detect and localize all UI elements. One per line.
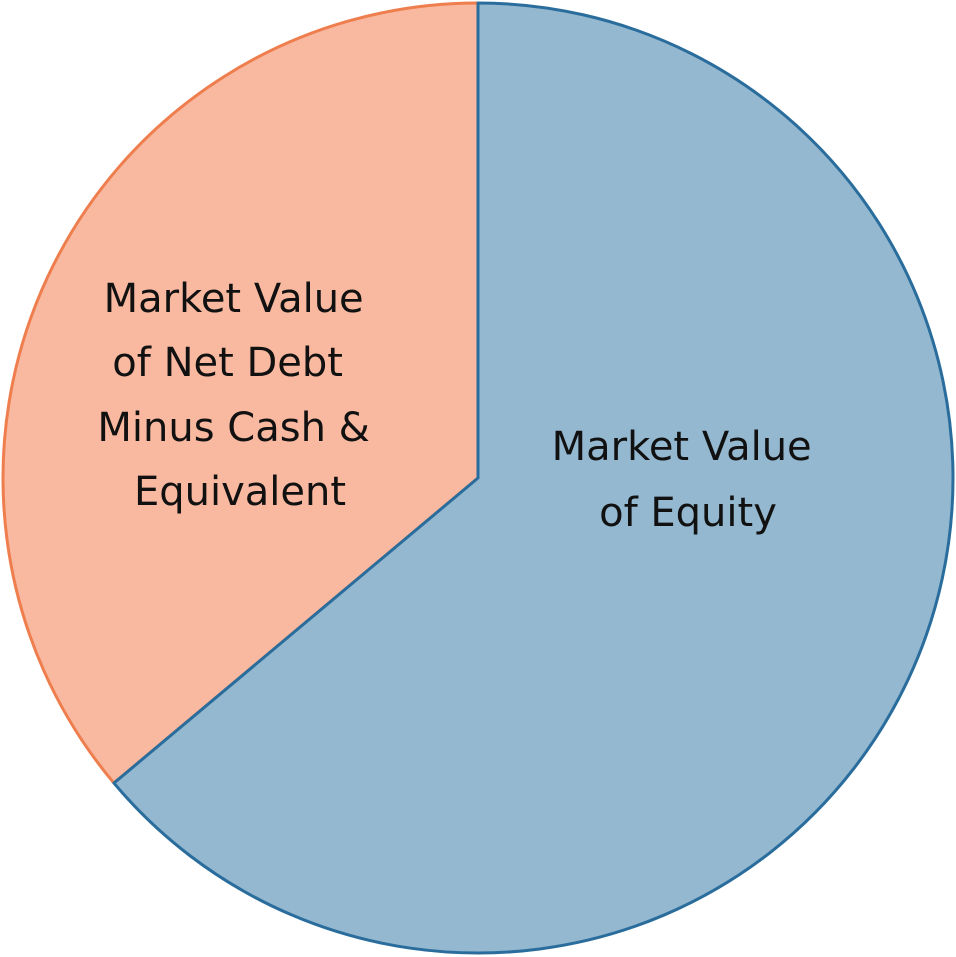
label-line: of Equity	[599, 490, 777, 536]
pie-slice-net-debt	[1, 1, 480, 785]
label-line: Equivalent	[134, 469, 346, 515]
slice-label-net-debt: Market Value of Net Debt Minus Cash & Eq…	[97, 276, 382, 515]
label-line: Market Value	[552, 424, 812, 470]
slice-label-equity: Market Value of Equity	[552, 424, 825, 536]
pie-slice-equity	[112, 1, 955, 955]
label-line: Market Value	[104, 276, 364, 322]
label-line: of Net Debt	[112, 340, 343, 386]
label-line: Minus Cash &	[97, 405, 369, 451]
